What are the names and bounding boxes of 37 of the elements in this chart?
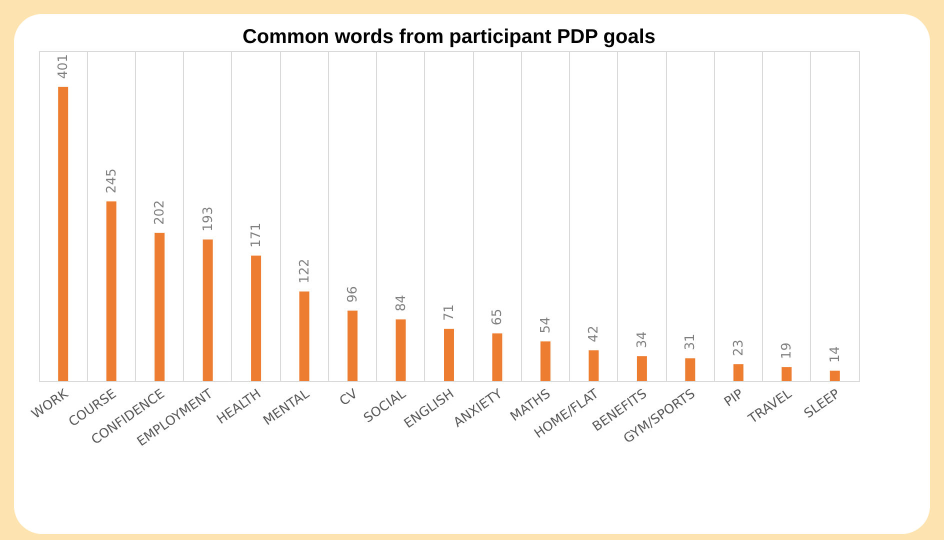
chart-title: Common words from participant PDP goals [242,26,656,48]
bar [58,86,68,381]
bar [154,232,165,381]
data-label: 19 [780,342,795,360]
x-tick-label: PIP [722,386,747,410]
data-label: 171 [249,222,264,248]
data-label: 42 [586,326,602,342]
bar [348,310,358,381]
data-label: 401 [56,54,72,79]
data-label: 71 [442,304,457,321]
data-label: 96 [346,286,361,303]
bar [251,256,262,381]
bar [202,239,213,381]
bar [733,364,744,381]
data-label: 202 [152,200,168,225]
bar [588,350,599,381]
data-label: 31 [683,334,698,350]
bar [299,292,310,381]
bar [540,341,550,381]
data-label: 122 [297,258,312,284]
bar [685,358,696,381]
bar [636,356,647,381]
data-label: 193 [200,206,216,232]
data-label: 23 [731,340,746,356]
data-label: 84 [394,294,409,312]
data-label: 54 [538,316,554,334]
data-label: 245 [104,168,120,194]
data-label: 34 [634,332,650,348]
bar [492,333,502,381]
bar [444,328,454,381]
bar [396,319,406,381]
data-label: 65 [490,308,506,326]
data-label: 14 [828,346,843,363]
x-tick-label: CV [337,386,361,410]
bar [106,201,116,381]
bar [782,367,792,381]
bar [830,370,840,381]
